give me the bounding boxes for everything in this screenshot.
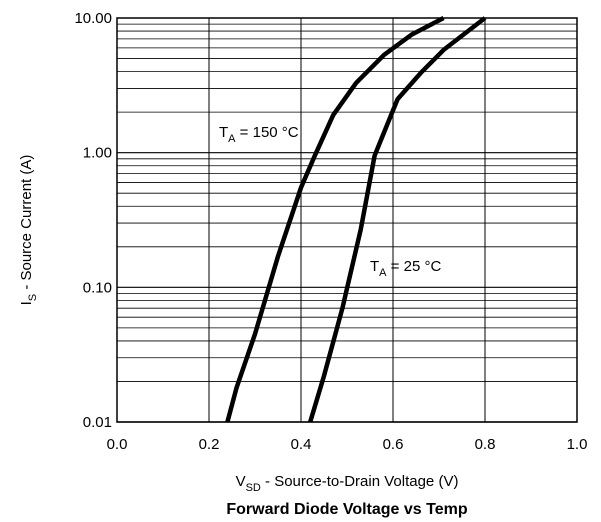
series-label-150c: TA = 150 °C bbox=[219, 124, 299, 145]
y-ticks: 0.01 0.10 1.00 10.00 bbox=[74, 10, 112, 431]
series-label-25c: TA = 25 °C bbox=[370, 258, 441, 279]
x-tick-label: 1.0 bbox=[567, 436, 588, 453]
x-tick-label: 0.2 bbox=[199, 436, 220, 453]
y-tick-label: 0.01 bbox=[83, 414, 112, 431]
y-tick-label: 0.10 bbox=[83, 279, 112, 296]
y-axis-label: IS - Source Current (A) bbox=[18, 155, 39, 306]
chart-title: Forward Diode Voltage vs Temp bbox=[226, 501, 467, 518]
plot-frame bbox=[116, 17, 578, 423]
x-axis-label: VSD - Source-to-Drain Voltage (V) bbox=[236, 473, 459, 494]
x-tick-label: 0.6 bbox=[383, 436, 404, 453]
grid bbox=[116, 18, 578, 423]
series-line-1 bbox=[308, 16, 487, 423]
x-ticks: 0.0 0.2 0.4 0.6 0.8 1.0 bbox=[107, 436, 588, 453]
y-tick-label: 1.00 bbox=[83, 145, 112, 162]
y-tick-label: 10.00 bbox=[74, 10, 112, 27]
x-tick-label: 0.4 bbox=[291, 436, 312, 453]
series-line-0 bbox=[225, 16, 445, 423]
series-layer bbox=[225, 16, 487, 423]
x-tick-label: 0.8 bbox=[475, 436, 496, 453]
x-tick-label: 0.0 bbox=[107, 436, 128, 453]
